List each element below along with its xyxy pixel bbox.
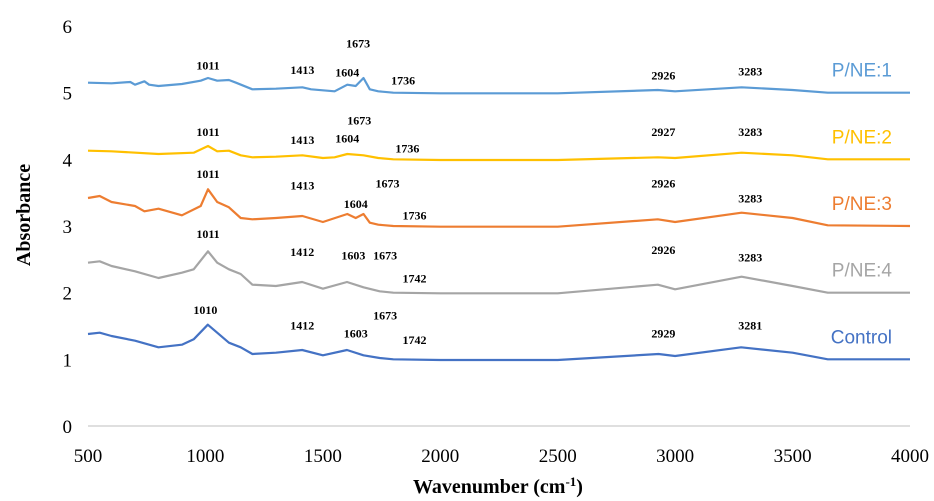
x-tick-label: 500	[74, 446, 103, 467]
y-tick-labels: 0 1 2 3 4 5 6	[63, 17, 73, 438]
x-axis-title-sup: -1	[565, 474, 576, 489]
y-tick-label: 0	[63, 417, 73, 438]
x-tick-label: 1000	[186, 446, 224, 467]
peak-label: 1736	[395, 142, 419, 156]
peak-label: 1412	[290, 245, 314, 259]
x-tick-label: 2500	[539, 446, 577, 467]
peak-label: 1673	[373, 248, 397, 262]
series-lines	[87, 76, 911, 362]
x-axis-title-end: )	[576, 476, 583, 498]
peak-label: 1011	[196, 227, 219, 241]
y-tick-label: 1	[63, 350, 73, 371]
peak-label: 1736	[391, 74, 415, 88]
peak-label: 1673	[373, 308, 397, 322]
y-axis-title: Absorbance	[13, 164, 35, 266]
peak-label: 1603	[344, 326, 368, 340]
y-tick-label: 6	[63, 17, 73, 38]
peak-label: 1011	[196, 167, 219, 181]
peak-label: 1673	[347, 114, 371, 128]
peak-label: 1413	[290, 63, 314, 77]
x-tick-label: 3000	[656, 446, 694, 467]
y-tick-label: 3	[63, 217, 73, 238]
peak-label: 3283	[738, 125, 762, 139]
peak-label: 2926	[651, 68, 675, 82]
peak-label: 1011	[196, 58, 219, 72]
peak-label: 1742	[402, 272, 426, 286]
series-legend-label: P/NE:2	[832, 127, 892, 148]
series-legend-labels: P/NE:1 P/NE:2 P/NE:3 P/NE:4 Control	[831, 61, 893, 349]
series-line	[87, 144, 910, 162]
peak-labels: 1011 1413 1604 1673 1736 2926 3283 1011 1413 1604…	[193, 36, 762, 347]
peak-label: 2926	[651, 243, 675, 257]
y-tick-label: 5	[63, 84, 73, 105]
peak-label: 3283	[738, 64, 762, 78]
x-tick-label: 1500	[304, 446, 342, 467]
series-line	[87, 188, 911, 228]
y-tick-label: 4	[63, 150, 73, 171]
x-tick-label: 4000	[891, 446, 929, 467]
series-line	[87, 250, 910, 295]
peak-label: 1413	[290, 178, 314, 192]
peak-label: 1010	[193, 303, 217, 317]
series-line	[87, 76, 910, 95]
peak-label: 1736	[402, 208, 426, 222]
x-axis-title-main: Wavenumber (cm	[413, 476, 566, 498]
peak-label: 1011	[196, 125, 219, 139]
series-line	[87, 323, 910, 362]
peak-label: 1673	[375, 176, 399, 190]
peak-label: 1412	[290, 318, 314, 332]
peak-label: 1413	[290, 133, 314, 147]
y-tick-label: 2	[63, 284, 73, 305]
x-tick-labels: 500 1000 1500 2000 2500 3000 3500 4000	[74, 446, 929, 467]
peak-label: 2926	[651, 176, 675, 190]
peak-label: 1604	[335, 66, 359, 80]
peak-label: 1603	[341, 248, 365, 262]
series-legend-label: P/NE:1	[832, 61, 892, 82]
peak-label: 1673	[346, 36, 370, 50]
x-tick-label: 3500	[774, 446, 812, 467]
peak-label: 3283	[738, 192, 762, 206]
peak-label: 2929	[651, 326, 675, 340]
peak-label: 1742	[402, 333, 426, 347]
peak-label: 1604	[335, 132, 359, 146]
peak-label: 3283	[738, 250, 762, 264]
peak-label: 3281	[738, 318, 762, 332]
series-legend-label: Control	[831, 327, 892, 348]
x-tick-label: 2000	[421, 446, 459, 467]
peak-label: 1604	[344, 197, 368, 211]
peak-label: 2927	[651, 125, 675, 139]
series-legend-label: P/NE:4	[832, 261, 893, 282]
series-legend-label: P/NE:3	[832, 194, 892, 215]
x-axis-title: Wavenumber (cm-1)	[413, 474, 583, 499]
